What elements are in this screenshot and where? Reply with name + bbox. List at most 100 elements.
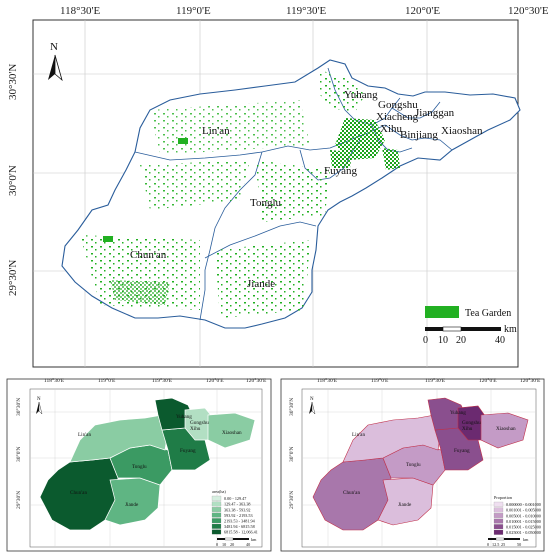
label-jianggan: Jianggan [415,107,455,119]
proportion-legend-swatch-4 [493,518,504,524]
area-legend-swatch-5 [211,518,222,524]
label-gongshu: Gongshu [378,99,418,111]
proportion-legend-label-2: 0.001001 - 0.005000 [506,508,541,513]
area-legend-swatch-7 [211,529,222,535]
svg-text:119°30'E: 119°30'E [425,377,446,384]
main-lon-label-3: 119°30'E [286,5,326,17]
svg-text:119°0'E: 119°0'E [371,377,389,384]
label-xihu: Xihu [380,123,403,135]
area-legend-label-5: 2193.53 - 3481.94 [224,519,256,524]
svg-text:29°30'N: 29°30'N [288,491,295,509]
proportion-scale-bar: 0 12.5 25 50 km [487,537,529,547]
area-district-xiaoshan [207,412,256,449]
svg-text:Lin'an: Lin'an [78,432,91,438]
prop-district-xiaoshan [480,412,529,449]
tea-garden-legend-label: Tea Garden [465,308,511,319]
svg-text:Xihu: Xihu [462,426,473,432]
main-lat-label-1: 30°30'N [7,64,19,100]
svg-text:40: 40 [246,542,250,547]
label-xiaoshan: Xiaoshan [441,125,483,137]
proportion-legend-swatch-3 [493,513,504,518]
label-tonglu: Tonglu [250,197,282,209]
label-xiacheng: Xiacheng [376,111,419,123]
area-legend-label-4: 593.92 - 2193.53 [224,513,253,518]
svg-text:km: km [523,537,529,542]
proportion-legend-label-3: 0.005001 - 0.010000 [506,513,541,518]
area-legend-label-6: 3481.94 - 6815.58 [224,524,255,529]
svg-text:Xihu: Xihu [190,426,201,432]
svg-text:30°0'N: 30°0'N [288,447,295,462]
svg-text:N: N [37,397,41,402]
svg-text:Jiande: Jiande [398,502,412,508]
svg-text:120°30'E: 120°30'E [246,377,267,384]
svg-text:40: 40 [495,335,505,346]
svg-text:0: 0 [423,335,428,346]
svg-text:25: 25 [501,542,505,547]
area-legend-label-3: 363.38 - 593.92 [224,507,251,512]
svg-text:Xiaoshan: Xiaoshan [222,430,242,436]
area-choropleth-map: 118°30'E 119°0'E 119°30'E 120°0'E 120°30… [6,377,272,552]
proportion-choropleth-map: 118°30'E 119°0'E 119°30'E 120°0'E 120°30… [280,377,545,552]
svg-text:50: 50 [517,542,521,547]
svg-text:30°0'N: 30°0'N [15,447,22,462]
label-yuhang: Yuhang [344,89,378,101]
label-linan: Lin'an [202,125,230,137]
main-lon-label-1: 118°30'E [60,5,100,17]
svg-text:120°0'E: 120°0'E [479,377,497,384]
area-districts [39,397,256,531]
svg-text:Proportion: Proportion [494,495,513,500]
area-north-arrow-icon: N [36,397,43,415]
svg-text:0: 0 [487,542,489,547]
area-legend-swatch-1 [211,495,222,501]
svg-text:Fuyang: Fuyang [454,448,470,454]
area-legend-label-7: 6815.58 - 12,066.41 [224,530,258,536]
label-binjiang: Binjiang [400,129,438,141]
svg-text:Xiaoshan: Xiaoshan [496,426,516,432]
area-scale-bar: 0 10 20 40 km [216,537,257,547]
area-legend-label-1: 0.00 - 129.47 [224,496,246,501]
svg-text:Chun'an: Chun'an [70,490,87,496]
proportion-legend-swatch-6 [493,529,504,535]
proportion-legend-label-5: 0.015001 - 0.025000 [506,525,541,530]
main-lon-label-5: 120°30'E [508,5,549,17]
main-lat-label-2: 30°0'N [7,165,19,196]
tea-garden-legend-swatch [425,306,459,318]
main-lon-label-2: 119°0'E [176,5,211,17]
proportion-legend-label-1: 0.000000 - 0.001000 [506,502,541,507]
svg-text:20: 20 [456,335,466,346]
proportion-legend-swatch-2 [493,507,504,513]
svg-text:Yuhang: Yuhang [450,410,466,416]
label-jiande: Jiande [247,278,275,290]
svg-text:29°30'N: 29°30'N [15,491,22,509]
main-lat-label-3: 29°30'N [7,260,19,296]
svg-text:Lin'an: Lin'an [352,432,365,438]
area-legend-swatch-3 [211,507,222,512]
svg-text:120°30'E: 120°30'E [520,377,541,384]
svg-text:20: 20 [230,542,234,547]
svg-text:119°30'E: 119°30'E [152,377,173,384]
area-legend-swatch-4 [211,512,222,518]
svg-text:119°0'E: 119°0'E [98,377,116,384]
svg-text:km: km [504,324,517,335]
area-legend-swatch-2 [211,501,222,507]
area-legend-swatch-6 [211,523,222,529]
svg-text:Gongshu: Gongshu [462,420,481,426]
svg-text:0: 0 [216,542,218,547]
svg-text:km: km [251,537,257,542]
svg-text:10: 10 [222,542,226,547]
svg-text:N: N [50,41,58,53]
svg-text:12.5: 12.5 [492,542,499,547]
svg-text:area(ha): area(ha) [212,489,226,494]
svg-text:10: 10 [438,335,448,346]
svg-text:118°30'E: 118°30'E [317,377,338,384]
svg-text:30°30'N: 30°30'N [288,398,295,416]
svg-text:Jiande: Jiande [125,502,139,508]
svg-text:120°0'E: 120°0'E [206,377,224,384]
svg-text:Fuyang: Fuyang [180,448,196,454]
main-scale-bar: 0 10 20 40 km [423,324,517,346]
proportion-legend-label-4: 0.010001 - 0.015000 [506,519,541,524]
main-north-arrow-icon: N [48,41,63,82]
proportion-north-arrow-icon: N [309,397,316,415]
